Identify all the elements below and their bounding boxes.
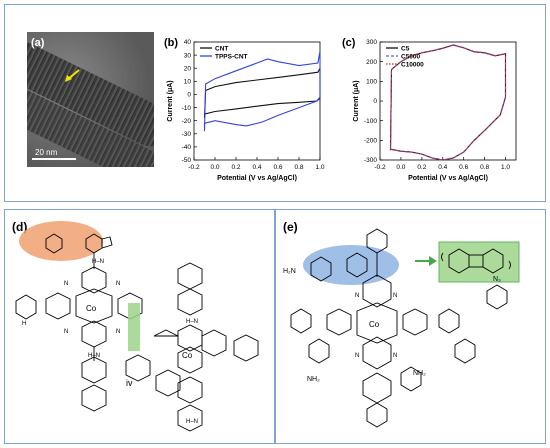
svg-text:N: N (393, 293, 397, 299)
top-frame (4, 4, 546, 202)
x-tick-label: 1.0 (315, 164, 324, 171)
svg-text:H–N: H–N (186, 419, 198, 425)
svg-text:NH₂: NH₂ (307, 376, 320, 383)
y-tick-label: 300 (366, 39, 377, 46)
y-axis-label: Current (μA) (353, 80, 360, 121)
x-tick-label: -0.2 (188, 164, 200, 171)
y-tick-label: 10 (184, 79, 192, 86)
green-highlight (128, 303, 140, 351)
svg-text:N: N (355, 353, 359, 359)
x-tick-label: 0.8 (480, 164, 489, 171)
x-tick-label: 0.4 (252, 164, 261, 171)
plot-frame (193, 41, 321, 161)
svg-text:Co: Co (86, 304, 97, 313)
svg-text:N: N (64, 329, 68, 335)
panel-e-structure: (e) H₂N Co N₃ NH₂ NH₂ N N N N (283, 220, 520, 428)
svg-text:H: H (22, 321, 26, 327)
svg-text:N: N (64, 281, 68, 287)
y-tick-label: 40 (184, 39, 192, 46)
legend-label: TPPS-CNT (215, 53, 248, 60)
x-tick-label: 0.2 (417, 164, 426, 171)
scale-text: 20 nm (35, 148, 58, 157)
y-tick-label: 0 (373, 98, 377, 105)
legend-label: C5 (401, 45, 410, 52)
x-axis-label: Potential (V vs Ag/AgCl) (408, 175, 488, 182)
panel-d-structure: (d) Co Co H–N H H–N H–N H–N N N N N iv (12, 220, 259, 432)
y-tick-label: -30 (182, 131, 192, 138)
panel-d-label: (d) (12, 220, 27, 234)
panel-label: (c) (342, 37, 356, 49)
y-axis-label: Current (μA) (167, 80, 174, 121)
y-tick-label: -100 (364, 118, 377, 125)
roman-label: iv (126, 378, 133, 388)
x-tick-label: 0.8 (294, 164, 303, 171)
y-tick-label: -10 (182, 105, 192, 112)
x-tick-label: 0.0 (210, 164, 219, 171)
y-tick-label: 20 (184, 65, 192, 72)
panel-a-label: (a) (31, 37, 45, 49)
svg-text:H–N: H–N (186, 319, 198, 325)
svg-text:H–N: H–N (88, 353, 100, 359)
scale-bar (32, 158, 76, 160)
svg-text:Co: Co (369, 320, 380, 329)
svg-text:Co: Co (182, 351, 193, 360)
series-line-tpps-cnt (203, 51, 321, 132)
y-tick-label: -20 (182, 118, 192, 125)
legend-label: C5000 (401, 53, 421, 60)
y-tick-label: -50 (182, 157, 192, 164)
x-axis-label: Potential (V vs Ag/AgCl) (217, 175, 297, 182)
y-tick-label: 100 (366, 79, 377, 86)
svg-text:N: N (116, 281, 120, 287)
svg-text:H₂N: H₂N (283, 268, 296, 275)
panel-e-label: (e) (283, 220, 298, 234)
legend-label: C10000 (401, 61, 424, 68)
svg-text:NH₂: NH₂ (413, 370, 426, 377)
orange-highlight (19, 221, 103, 261)
y-tick-label: 30 (184, 52, 192, 59)
x-tick-label: 0.6 (459, 164, 468, 171)
chart-c: (c) -0.2 0.0 0.2 0.4 0.6 0.8 1.0 -300 -200 -100 0 10… (342, 37, 517, 182)
panel-label: (b) (164, 37, 178, 49)
series-line-c10000 (389, 44, 507, 161)
bottom-frame-left (4, 209, 275, 444)
svg-text:N₃: N₃ (493, 276, 501, 283)
y-tick-label: -40 (182, 144, 192, 151)
x-tick-label: 0.2 (231, 164, 240, 171)
y-tick-label: -200 (364, 138, 377, 145)
x-tick-label: 0.6 (273, 164, 282, 171)
y-tick-label: -300 (364, 157, 377, 164)
arrow (415, 256, 437, 266)
chart-b: (b) -0.2 0.0 0.2 0.4 0.6 0.8 1.0 -50 -40 -30 -20 -10… (164, 37, 325, 182)
blue-highlight (303, 245, 399, 285)
x-tick-label: 0.4 (438, 164, 447, 171)
svg-text:N: N (116, 329, 120, 335)
svg-text:N: N (393, 353, 397, 359)
x-tick-label: 0.0 (396, 164, 405, 171)
tem-micrograph: 20 nm (27, 32, 154, 167)
x-tick-label: -0.2 (374, 164, 386, 171)
svg-text:H–N: H–N (92, 259, 104, 265)
legend-label: CNT (215, 45, 228, 52)
y-tick-label: 200 (366, 59, 377, 66)
y-tick-label: 0 (187, 92, 191, 99)
bottom-frame-right (275, 209, 546, 444)
svg-text:N: N (355, 293, 359, 299)
green-box (438, 241, 520, 283)
x-tick-label: 1.0 (501, 164, 510, 171)
